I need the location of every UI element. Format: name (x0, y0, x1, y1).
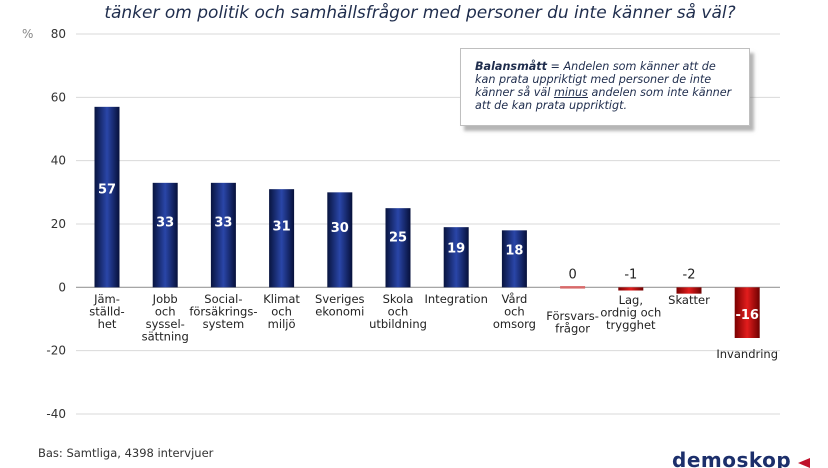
x-category-label: Skola och utbildning (369, 292, 427, 331)
y-tick-label: 40 (51, 154, 66, 168)
logo-mark-icon (798, 458, 810, 468)
bar-value-label: 30 (331, 221, 349, 236)
y-tick-label: -20 (46, 344, 66, 358)
x-category-label: Jäm-ställd-het (89, 292, 124, 331)
bars: 57 33 33 31 30 25 19 18 0 -1 -2 -16 (94, 106, 760, 338)
bar-value-label: 19 (447, 241, 465, 256)
bar (269, 189, 295, 288)
y-axis: -40 -20 0 20 40 60 80% (22, 27, 66, 421)
bar-value-label: -1 (624, 267, 637, 282)
bar (152, 182, 178, 288)
balance-definition-note: Balansmått = Andelen som känner att de k… (460, 48, 750, 126)
bar (734, 287, 760, 338)
bar (327, 192, 353, 288)
bar-value-label: 31 (273, 219, 291, 234)
x-category-label: Skatter (668, 293, 710, 307)
bar-value-label: 33 (156, 216, 174, 231)
bar (94, 106, 120, 288)
bar (443, 227, 469, 288)
note-term: Balansmått (475, 60, 547, 73)
bar-value-label: -16 (735, 308, 759, 323)
y-tick-label: 60 (51, 90, 66, 104)
x-category-label: Jobb och syssel-sättning (142, 292, 189, 344)
bar-value-label: 33 (214, 216, 232, 231)
note-text-after: andelen som inte känner att de kan prata… (475, 86, 732, 112)
note-text-before: = Andelen som känner att de kan prata up… (475, 60, 716, 99)
base-footnote: Bas: Samtliga, 4398 intervjuer (38, 446, 214, 460)
category-labels: Jäm-ställd-het Jobb och syssel-sättningSoci… (89, 292, 778, 361)
bar (560, 286, 586, 289)
bar (385, 208, 411, 288)
x-category-label: Invandring (716, 347, 778, 361)
y-tick-label: 20 (51, 217, 66, 231)
bar-value-label: 57 (98, 182, 116, 197)
note-underlined: minus (553, 86, 588, 99)
gridlines (76, 33, 780, 415)
x-category-label: Lag, ordnig och trygghet (600, 293, 661, 332)
y-unit-label: % (22, 27, 33, 41)
x-category-label: Klimat och miljö (263, 292, 300, 331)
x-category-label: Sveriges ekonomi (315, 292, 364, 319)
x-category-label: Integration (425, 292, 488, 306)
bar-value-label: -2 (683, 267, 696, 282)
demoskop-logo: demoskop (672, 448, 792, 468)
bar-value-label: 0 (568, 267, 576, 282)
bar (210, 182, 236, 288)
bar-value-label: 25 (389, 230, 407, 245)
bar (501, 230, 527, 288)
bar (618, 287, 644, 291)
chart-title: tänker om politik och samhällsfrågor med… (104, 2, 735, 23)
bar-value-label: 18 (505, 243, 523, 258)
y-tick-label: 0 (58, 280, 66, 294)
x-category-label: Försvars-frågor (546, 309, 599, 336)
bar (676, 287, 702, 294)
y-tick-label: -40 (46, 407, 66, 421)
x-category-label: Social-försäkrings-system (189, 292, 257, 331)
y-tick-label: 80 (51, 27, 66, 41)
x-category-label: Vård och omsorg (493, 292, 536, 331)
